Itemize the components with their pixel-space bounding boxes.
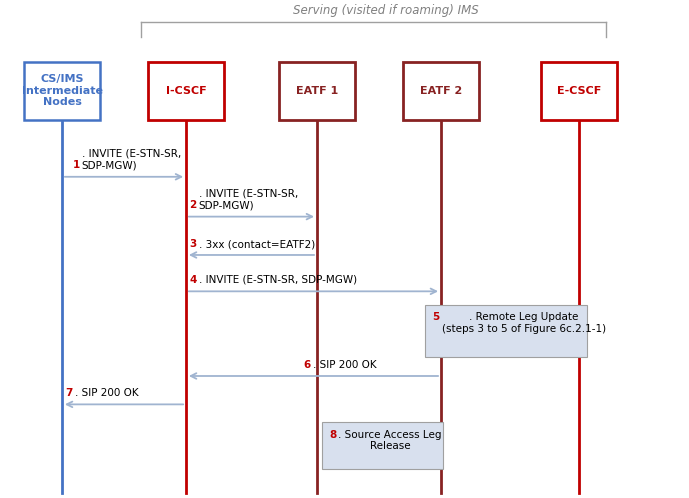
Text: 7: 7 [65,388,73,398]
Text: 8: 8 [329,429,336,440]
Text: EATF 2: EATF 2 [420,86,462,96]
Text: . SIP 200 OK: . SIP 200 OK [313,360,376,370]
Text: 1: 1 [72,160,80,170]
Text: EATF 1: EATF 1 [296,86,338,96]
FancyBboxPatch shape [279,62,355,120]
Text: CS/IMS
Intermediate
Nodes: CS/IMS Intermediate Nodes [21,74,103,108]
FancyBboxPatch shape [24,62,100,120]
Text: . Remote Leg Update
(steps 3 to 5 of Figure 6c.2.1-1): . Remote Leg Update (steps 3 to 5 of Fig… [442,313,606,334]
Text: . 3xx (contact=EATF2): . 3xx (contact=EATF2) [199,239,315,249]
FancyBboxPatch shape [425,305,587,358]
FancyBboxPatch shape [322,422,443,469]
FancyBboxPatch shape [148,62,224,120]
Text: 4: 4 [189,275,197,285]
Text: . INVITE (E-STN-SR,
SDP-MGW): . INVITE (E-STN-SR, SDP-MGW) [82,149,181,170]
Text: . INVITE (E-STN-SR,
SDP-MGW): . INVITE (E-STN-SR, SDP-MGW) [199,189,298,210]
Text: . Source Access Leg
Release: . Source Access Leg Release [338,429,442,451]
Text: 3: 3 [189,239,197,249]
Text: 5: 5 [433,313,440,323]
Text: . INVITE (E-STN-SR, SDP-MGW): . INVITE (E-STN-SR, SDP-MGW) [199,275,357,285]
Text: 6: 6 [303,360,311,370]
Text: I-CSCF: I-CSCF [166,86,206,96]
Text: . SIP 200 OK: . SIP 200 OK [75,388,138,398]
Text: 2: 2 [189,200,197,210]
Text: E-CSCF: E-CSCF [557,86,601,96]
FancyBboxPatch shape [541,62,617,120]
Text: Serving (visited if roaming) IMS: Serving (visited if roaming) IMS [293,4,479,17]
FancyBboxPatch shape [403,62,479,120]
